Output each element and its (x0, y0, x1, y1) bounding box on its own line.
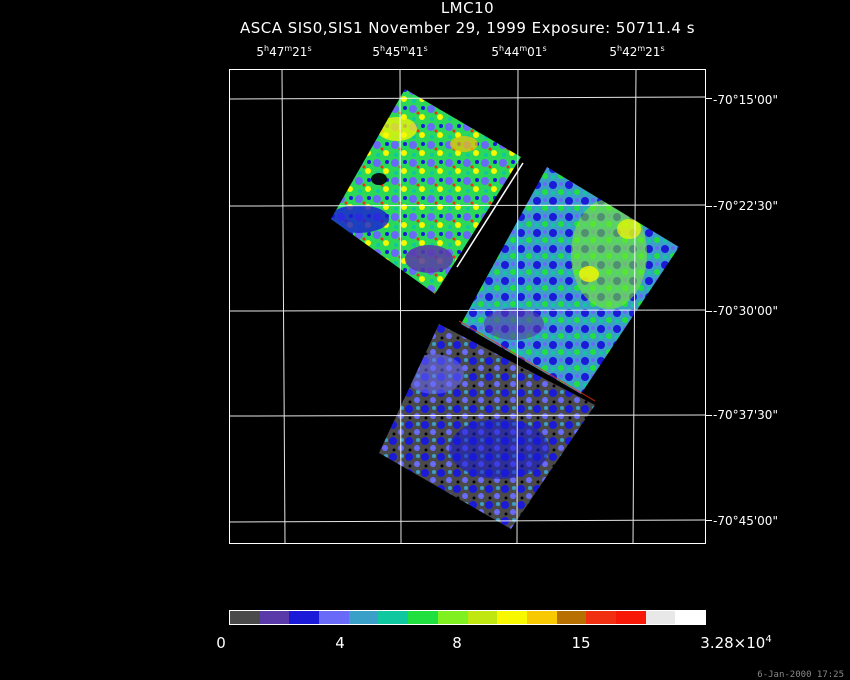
colorbar-label: 4 (335, 634, 345, 652)
colorbar-swatch (645, 611, 676, 624)
colorbar-swatch (230, 611, 260, 624)
colorbar-swatch (408, 611, 438, 624)
colorbar-swatch (289, 611, 320, 624)
dec-tick-label: -70°30'00" (713, 304, 778, 318)
image-frame (229, 69, 706, 544)
colorbar-swatch (467, 611, 498, 624)
dec-tick-label: -70°22'30" (713, 199, 778, 213)
dec-tick-label: -70°45'00" (713, 514, 778, 528)
plot-subtitle: ASCA SIS0,SIS1 November 29, 1999 Exposur… (239, 19, 696, 37)
colorbar-label: 0 (216, 634, 226, 652)
ra-tick-label: 5h42m21s (609, 44, 665, 59)
xray-image (229, 69, 706, 544)
timestamp: 6-Jan-2000 17:25 (757, 670, 844, 680)
colorbar-label: 8 (452, 634, 462, 652)
dec-tick-label: -70°37'30" (713, 408, 778, 422)
colorbar-swatch (586, 611, 616, 624)
plot-title: LMC10 (440, 0, 495, 17)
colorbar-swatch (556, 611, 587, 624)
colorbar-swatch (319, 611, 349, 624)
colorbar-label: 15 (571, 634, 591, 652)
ra-tick-label: 5h47m21s (256, 44, 312, 59)
colorbar-swatch (497, 611, 527, 624)
colorbar-swatch (615, 611, 646, 624)
colorbar-swatch (378, 611, 409, 624)
colorbar-swatch (259, 611, 290, 624)
ra-tick-label: 5h44m01s (491, 44, 547, 59)
colorbar-swatch (526, 611, 557, 624)
ra-tick-label: 5h45m41s (372, 44, 428, 59)
colorbar-swatch (675, 611, 705, 624)
colorbar-label: 3.28×104 (700, 634, 772, 652)
colorbar (229, 610, 706, 625)
colorbar-swatch (437, 611, 468, 624)
colorbar-swatch (348, 611, 379, 624)
dec-tick-label: -70°15'00" (713, 93, 778, 107)
